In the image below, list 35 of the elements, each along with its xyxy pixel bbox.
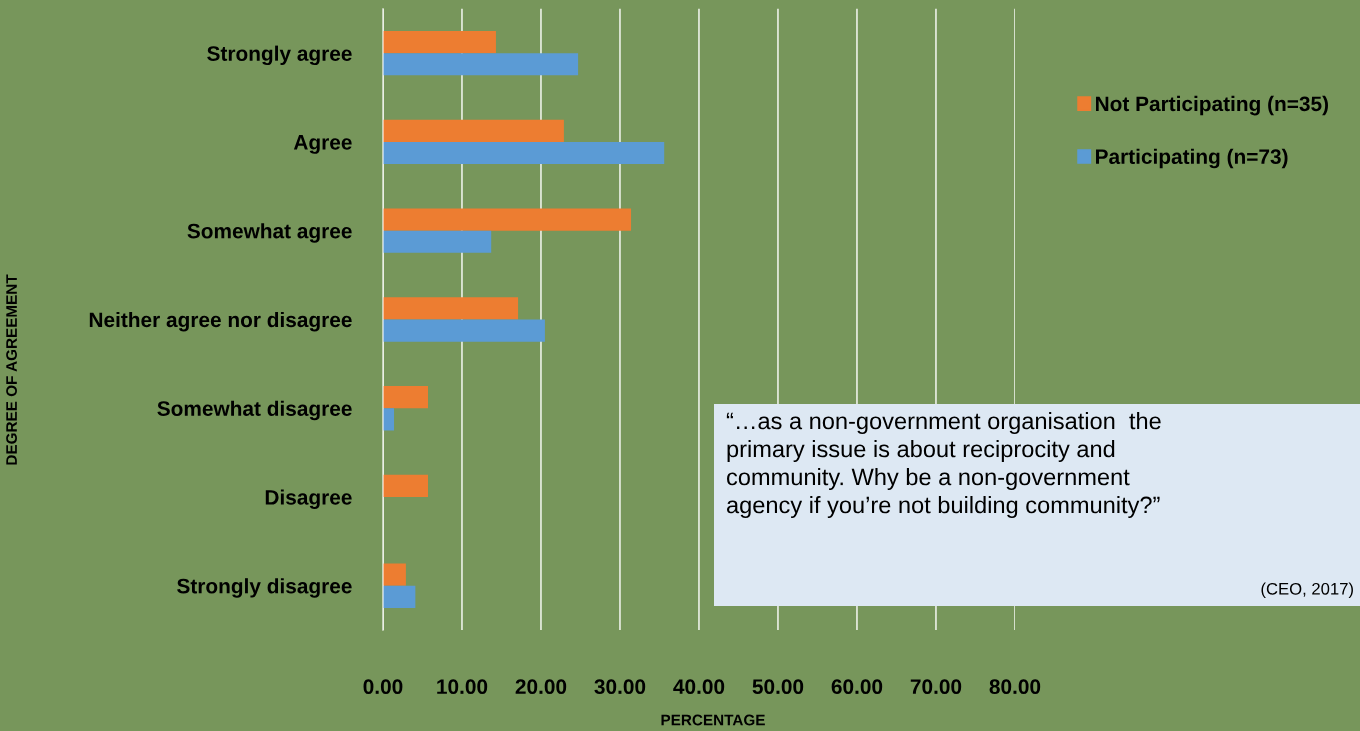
x-tick-label: 10.00 [437, 679, 488, 695]
bar [382, 30, 496, 54]
x-tick-label: 50.00 [752, 679, 804, 695]
y-axis-title: DEGREE OF AGREEMENT [6, 274, 17, 465]
y-tick-label: Somewhat disagree [157, 400, 352, 421]
y-tick-label: Neither agree nor disagree [89, 311, 352, 332]
bar [382, 563, 406, 586]
y-tick-label: Somewhat agree [187, 223, 352, 243]
y-tick-label: Strongly agree [207, 45, 352, 66]
bar [382, 386, 429, 409]
x-tick-label: 40.00 [673, 679, 725, 695]
y-tick-label: Disagree [265, 489, 352, 509]
annotation: “…as a non-government organisation the primary issue is about reciprocity and community. Why be a non-government agency if you’re not building community?” [726, 412, 1161, 519]
bar [382, 319, 545, 342]
y-tick-label: Agree [293, 135, 352, 154]
legend-label: Not Participating (n=35) [1096, 95, 1328, 116]
bar [382, 408, 395, 431]
legend-label: Participating (n=73) [1096, 148, 1288, 169]
x-tick-label: 0.00 [363, 679, 403, 695]
x-tick-label: 80.00 [989, 679, 1041, 695]
bar [382, 585, 416, 608]
x-tick-label: 60.00 [831, 679, 883, 695]
bar [382, 53, 579, 76]
x-tick-label: 70.00 [910, 679, 962, 695]
bar [382, 297, 519, 320]
text: (CEO, 2017) [1261, 582, 1353, 598]
y-tick-label: Strongly disagree [177, 578, 352, 598]
x-tick-label: 30.00 [594, 679, 646, 695]
bar [382, 208, 632, 231]
bar [382, 474, 429, 497]
x-tick-label: 20.00 [515, 679, 567, 695]
x-axis-title: PERCENTAGE [661, 714, 765, 726]
bar [382, 141, 665, 165]
bar [382, 230, 492, 253]
bar [382, 119, 564, 142]
